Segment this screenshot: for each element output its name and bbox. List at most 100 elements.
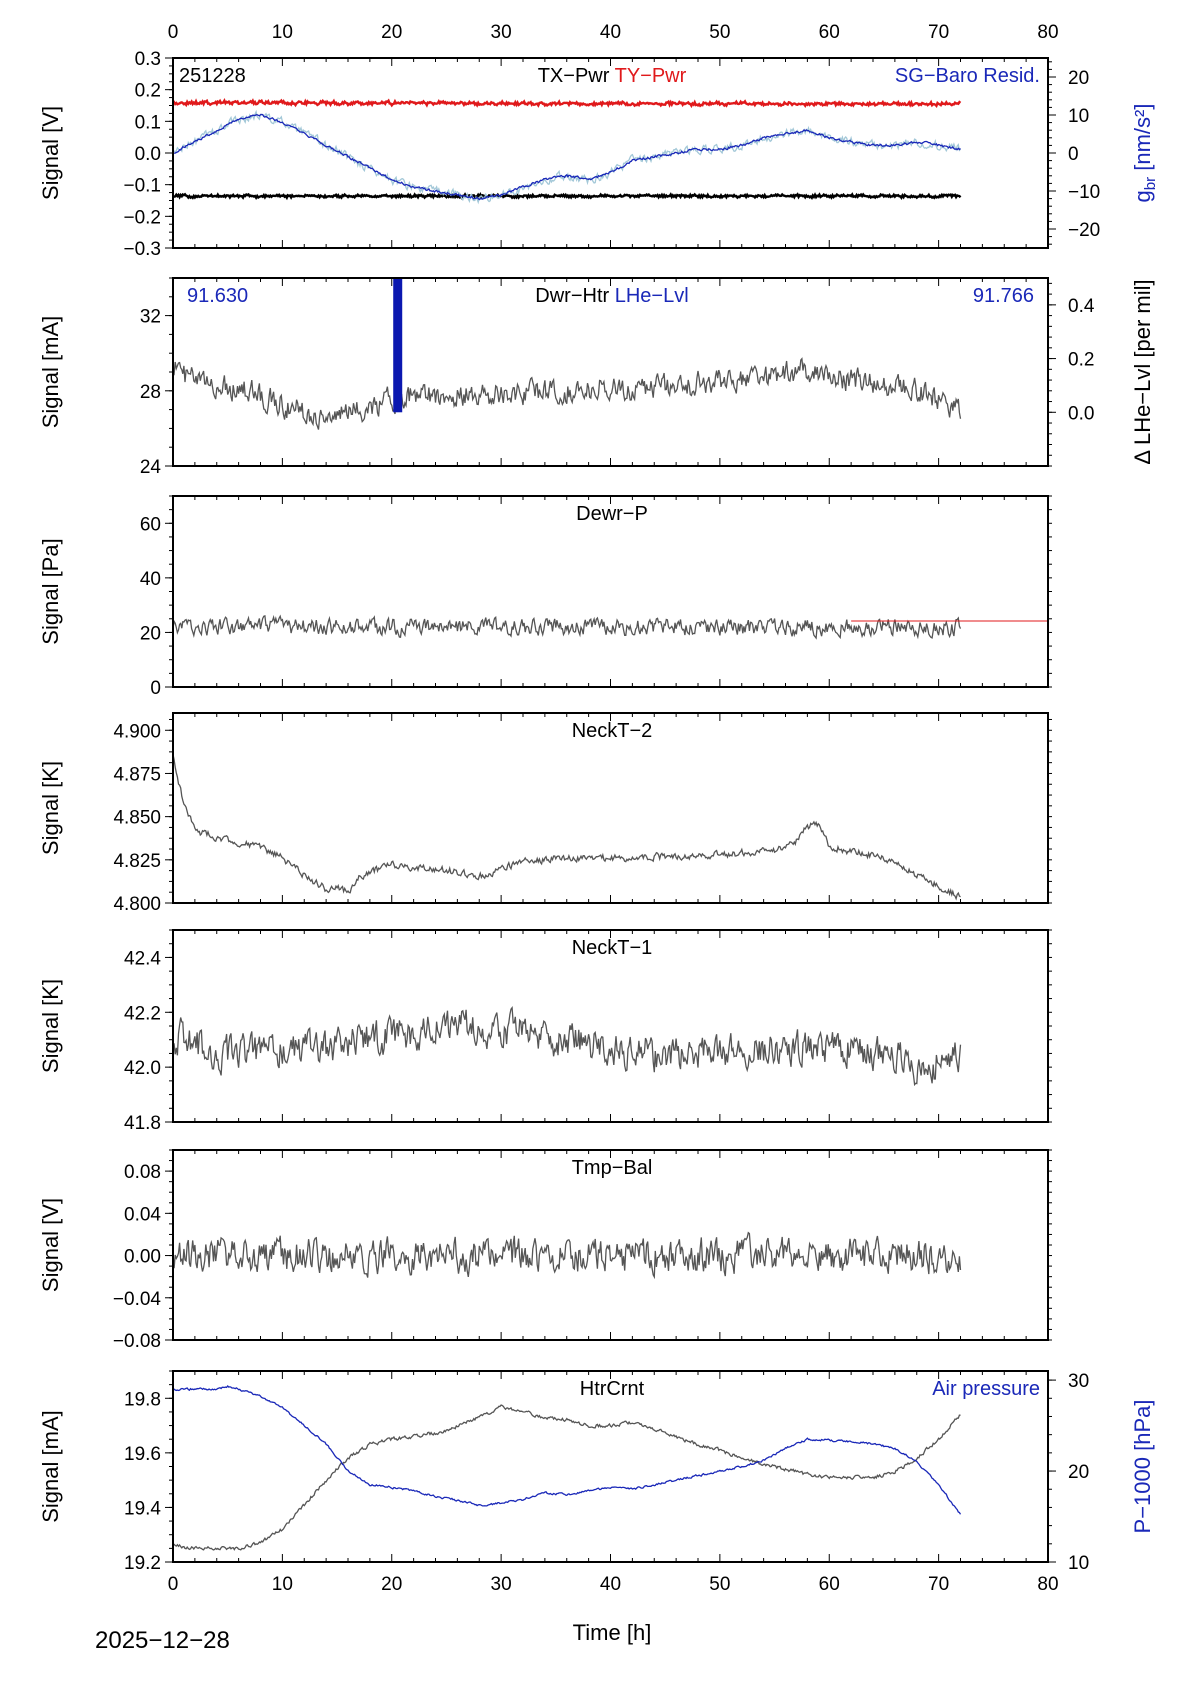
y-tick-label: 0.2: [135, 81, 161, 102]
lhe-end-value: 91.766: [973, 285, 1034, 307]
panel-title: Tmp−Bal: [572, 1157, 653, 1179]
right-title: Air pressure: [932, 1378, 1040, 1400]
y-tick-label: 19.2: [124, 1553, 161, 1574]
series-line-2: [173, 109, 961, 205]
panel-dewr-p: 0 20 40 60 Signal [Pa] Dewr−P: [38, 495, 1052, 699]
y-tick-label: −0.08: [113, 1331, 161, 1352]
y-tick-label: 42.0: [124, 1058, 161, 1079]
series-line-1: [173, 1385, 962, 1515]
y2-axis-label: gbr [nm/s²]: [1130, 104, 1159, 203]
x-tick-label-bottom: 50: [709, 1574, 730, 1595]
y-tick-label: 0.0: [135, 144, 161, 165]
lhe-level-bar: [393, 278, 403, 413]
y-axis-label: Signal [V]: [38, 106, 63, 200]
y-tick-label: −0.3: [123, 239, 161, 260]
x-tick-label-top: 40: [600, 22, 621, 43]
panel-frame: [172, 277, 1049, 467]
y-tick-label: 32: [140, 307, 161, 328]
panel-title: NeckT−2: [572, 720, 653, 742]
x-tick-label-bottom: 60: [819, 1574, 840, 1595]
x-tick-label-bottom: 0: [168, 1574, 179, 1595]
y-axis-label: Signal [mA]: [38, 1410, 63, 1523]
plot-area: [173, 614, 1048, 640]
panel-title: Dwr−Htr LHe−Lvl: [535, 285, 688, 307]
panel-neckt-1: 41.8 42.0 42.2 42.4 Signal [K] NeckT−1: [38, 929, 1052, 1134]
y-tick-label: 4.850: [113, 808, 161, 829]
y-axis-label: Signal [Pa]: [38, 538, 63, 644]
series-line-0: [173, 1404, 961, 1551]
x-tick-label-top: 60: [819, 22, 840, 43]
y2-tick-label: 20: [1068, 1462, 1089, 1483]
x-tick-label-top: 10: [272, 22, 293, 43]
y2-tick-label: 0.0: [1068, 403, 1094, 424]
y-tick-label: 0.1: [135, 112, 161, 133]
y2-tick-label: −10: [1068, 182, 1100, 203]
y-tick-label: 28: [140, 382, 161, 403]
series-line-0: [173, 1005, 962, 1087]
date-label: 2025−12−28: [95, 1627, 230, 1654]
x-tick-label-top: 20: [381, 22, 402, 43]
panel-frame: [172, 57, 1049, 249]
panel-frame: [172, 495, 1049, 688]
series-line-0: [173, 754, 961, 901]
x-tick-label-bottom: 20: [381, 1574, 402, 1595]
series-line-0: [173, 1231, 962, 1280]
y-tick-label: 19.4: [124, 1498, 161, 1519]
series-line-0: [173, 98, 962, 109]
panel-frame: [172, 1149, 1049, 1341]
panel-tx-ty-pwr: −0.3 −0.2 −0.1 0.0 0.1 0.2 0.3 Signal [V] −20 −10…: [38, 49, 1159, 260]
panel-neckt-2: 4.800 4.825 4.850 4.875 4.900 Signal [K] NeckT…: [38, 712, 1052, 915]
y-tick-label: −0.04: [113, 1289, 162, 1310]
x-tick-label-bottom: 70: [928, 1574, 949, 1595]
y-tick-label: 60: [140, 514, 161, 535]
x-tick-label-top: 50: [709, 22, 730, 43]
y-tick-label: 4.900: [113, 721, 161, 742]
panel-tmp-bal: −0.08 −0.04 0.00 0.04 0.08 Signal [V] Tmp−Bal: [38, 1149, 1052, 1352]
panel-frame: [172, 712, 1049, 904]
panel-dwr-htr: 24 28 32 Signal [mA] 0.0 0.2 0.4 Δ LHe−Lvl [per…: [38, 277, 1155, 478]
series-line-3: [173, 113, 961, 201]
panel-title: HtrCrnt: [580, 1378, 645, 1400]
panel-title: NeckT−1: [572, 937, 653, 959]
y-axis-label: Signal [mA]: [38, 316, 63, 429]
y-tick-label: 0.00: [124, 1247, 161, 1268]
y2-tick-label: 0.2: [1068, 350, 1094, 371]
panel-title: TX−Pwr TY−Pwr: [538, 65, 687, 87]
y-axis-label: Signal [K]: [38, 761, 63, 855]
y-axis-label: Signal [V]: [38, 1198, 63, 1292]
x-tick-label-bottom: 80: [1037, 1574, 1058, 1595]
y-tick-label: −0.1: [123, 176, 161, 197]
y2-tick-label: 10: [1068, 106, 1089, 127]
x-tick-label-bottom: 10: [272, 1574, 293, 1595]
plot-area: [173, 1231, 962, 1280]
y-tick-label: 42.4: [124, 948, 161, 969]
y-axis-label: Signal [K]: [38, 979, 63, 1073]
series-line-0: [173, 357, 962, 430]
x-tick-label-bottom: 30: [491, 1574, 512, 1595]
y-tick-label: 0.04: [124, 1204, 161, 1225]
y-tick-label: 0: [150, 678, 161, 699]
x-tick-label-top: 30: [491, 22, 512, 43]
panel-title: Dewr−P: [576, 503, 648, 525]
lhe-start-value: 91.630: [187, 285, 248, 307]
y2-tick-label: 0.4: [1068, 296, 1095, 317]
y-tick-label: 42.2: [124, 1003, 161, 1024]
y-tick-label: 4.800: [113, 894, 161, 915]
y2-axis-label: Δ LHe−Lvl [per mil]: [1130, 279, 1155, 464]
series-line-1: [173, 192, 962, 201]
y2-axis-label: P−1000 [hPa]: [1130, 1400, 1155, 1534]
corner-label: 251228: [179, 65, 246, 87]
y-tick-label: 0.3: [135, 49, 161, 70]
y-tick-label: 19.8: [124, 1389, 161, 1410]
y-tick-label: 0.08: [124, 1162, 161, 1183]
y-tick-label: 4.825: [113, 851, 161, 872]
y-tick-label: 41.8: [124, 1113, 161, 1134]
panel-htrcrnt: 19.2 19.4 19.6 19.8 Signal [mA] 10 20 30 P−1000 …: [38, 1370, 1155, 1574]
plot-area: [173, 357, 962, 430]
y2-tick-label: 0: [1068, 144, 1079, 165]
y-tick-label: 24: [140, 457, 162, 478]
x-tick-label-top: 70: [928, 22, 949, 43]
x-tick-label-top: 0: [168, 22, 179, 43]
plot-area: [173, 1005, 962, 1087]
